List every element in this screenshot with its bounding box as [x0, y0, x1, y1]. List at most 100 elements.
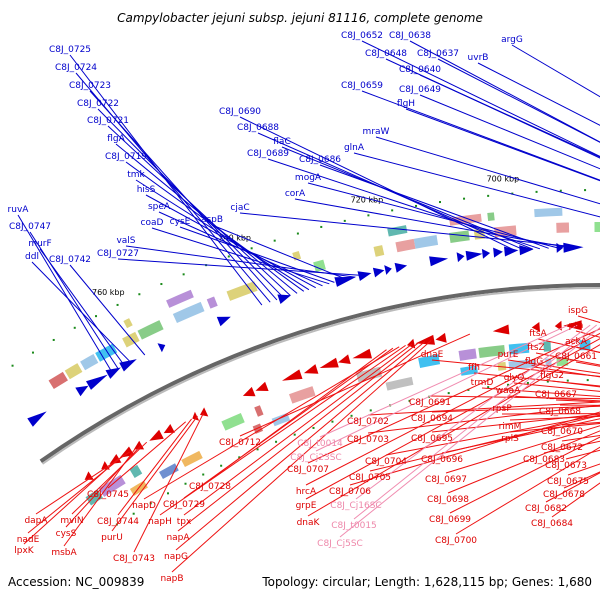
rna-connector-line	[319, 325, 568, 438]
forward-gene-label: C8J_0742	[49, 255, 91, 265]
gc-dot-outer	[160, 283, 163, 286]
reverse-gene-label: C8J_0694	[411, 414, 453, 424]
reverse-gene-label: C8J_0672	[541, 443, 583, 453]
forward-connector-line	[361, 40, 600, 157]
feature-block	[385, 376, 414, 391]
tick-label: 720 kbp	[351, 195, 384, 204]
reverse-gene-label: rimM	[499, 422, 522, 432]
gc-dot-outer	[511, 192, 514, 195]
reverse-connector-line	[71, 441, 148, 515]
genome-summary-text: Topology: circular; Length: 1,628,115 bp…	[261, 575, 592, 589]
reverse-gene-arrow	[493, 247, 503, 258]
forward-gene-arrow	[531, 322, 540, 332]
reverse-gene-label: glyQ	[504, 373, 525, 383]
reverse-gene-label: waaA	[496, 386, 521, 396]
forward-connector-line	[294, 198, 569, 248]
reverse-gene-arrow	[119, 359, 137, 372]
reverse-gene-label: flgG	[525, 357, 543, 367]
reverse-connector-line	[551, 482, 600, 518]
forward-gene-label: tmk	[127, 170, 145, 180]
forward-gene-label: C8J_0719	[105, 152, 147, 162]
reverse-gene-label: C8J_0675	[547, 477, 589, 487]
reverse-connector-line	[449, 436, 600, 514]
reverse-gene-label: C8J_0691	[409, 398, 451, 408]
backbone-arc	[39, 282, 600, 463]
reverse-connector-line	[177, 342, 419, 532]
forward-gene-label: cjaC	[230, 203, 249, 213]
reverse-gene-label: ftsA	[529, 329, 547, 339]
reverse-gene-label: pta	[569, 321, 584, 331]
forward-gene-arrow	[415, 334, 435, 345]
reverse-connector-line	[183, 347, 394, 499]
reverse-gene-arrow	[357, 271, 372, 281]
gc-dot-outer	[438, 201, 441, 204]
reverse-connector-line	[143, 346, 400, 500]
reverse-gene-label: C8J_0670	[541, 427, 583, 437]
reverse-connector-line	[431, 413, 600, 433]
forward-connector-line	[319, 164, 549, 249]
reverse-connector-line	[431, 405, 600, 413]
reverse-gene-label: C8J_0673	[545, 461, 587, 471]
forward-connector-line	[107, 125, 291, 296]
feature-block	[172, 301, 205, 324]
feature-block	[122, 331, 140, 348]
reverse-connector-line	[429, 395, 600, 400]
reverse-gene-label: C8J_0683	[523, 455, 565, 465]
reverse-gene-arrow	[75, 385, 89, 397]
feature-block	[413, 234, 439, 249]
reverse-gene-label: flgG2	[540, 371, 564, 381]
reverse-gene-label: napA	[166, 533, 190, 543]
reverse-connector-line	[307, 344, 600, 517]
gc-dot-inner	[546, 380, 549, 383]
gc-dot-outer	[535, 190, 538, 193]
gc-dot-inner	[275, 440, 278, 443]
reverse-connector-line	[305, 332, 600, 486]
forward-gene-label: uvrB	[468, 53, 489, 63]
rna-connector-line	[339, 327, 600, 538]
feature-block	[98, 474, 126, 497]
forward-gene-arrow	[319, 357, 339, 368]
reverse-gene-label: C8J_0744	[97, 517, 139, 527]
reverse-connector-line	[545, 472, 600, 503]
feature-block	[137, 320, 164, 340]
reverse-connector-line	[507, 359, 600, 374]
forward-gene-label: ruvA	[8, 205, 30, 215]
forward-gene-arrow	[192, 411, 200, 421]
forward-connector-line	[31, 261, 132, 363]
forward-gene-label: C8J_0725	[49, 45, 91, 55]
forward-connector-line	[17, 214, 113, 373]
feature-block	[478, 345, 506, 358]
reverse-gene-arrow	[563, 242, 584, 253]
feature-block	[123, 318, 133, 329]
forward-connector-line	[117, 258, 362, 276]
forward-gene-label: hisS	[137, 185, 156, 195]
forward-gene-label: ddl	[25, 252, 39, 262]
forward-connector-line	[405, 108, 600, 182]
forward-connector-line	[419, 74, 600, 158]
gc-dot-outer	[487, 194, 490, 197]
reverse-gene-label: nadE	[17, 535, 40, 545]
forward-gene-arrow	[554, 320, 562, 331]
reverse-connector-line	[385, 414, 600, 456]
reverse-gene-label: napD	[132, 501, 156, 511]
gc-dot-outer	[367, 214, 370, 217]
forward-gene-label: murF	[28, 239, 51, 249]
forward-gene-label: C8J_0747	[9, 222, 51, 232]
reverse-connector-line	[63, 448, 136, 547]
reverse-connector-line	[111, 415, 198, 532]
reverse-connector-line	[175, 341, 426, 551]
gc-dot-outer	[559, 189, 562, 192]
forward-connector-line	[511, 44, 600, 98]
reverse-gene-label: ffh	[468, 363, 480, 373]
reverse-connector-line	[23, 458, 119, 545]
gc-dot-outer	[463, 197, 466, 200]
gc-dot-inner	[507, 383, 510, 386]
forward-connector-line	[477, 62, 600, 126]
forward-gene-label: C8J_0640	[399, 65, 441, 75]
forward-gene-label: valS	[116, 236, 135, 246]
reverse-gene-label: C8J_0697	[425, 475, 467, 485]
reverse-connector-line	[473, 372, 600, 387]
forward-gene-label: mogA	[295, 173, 322, 183]
